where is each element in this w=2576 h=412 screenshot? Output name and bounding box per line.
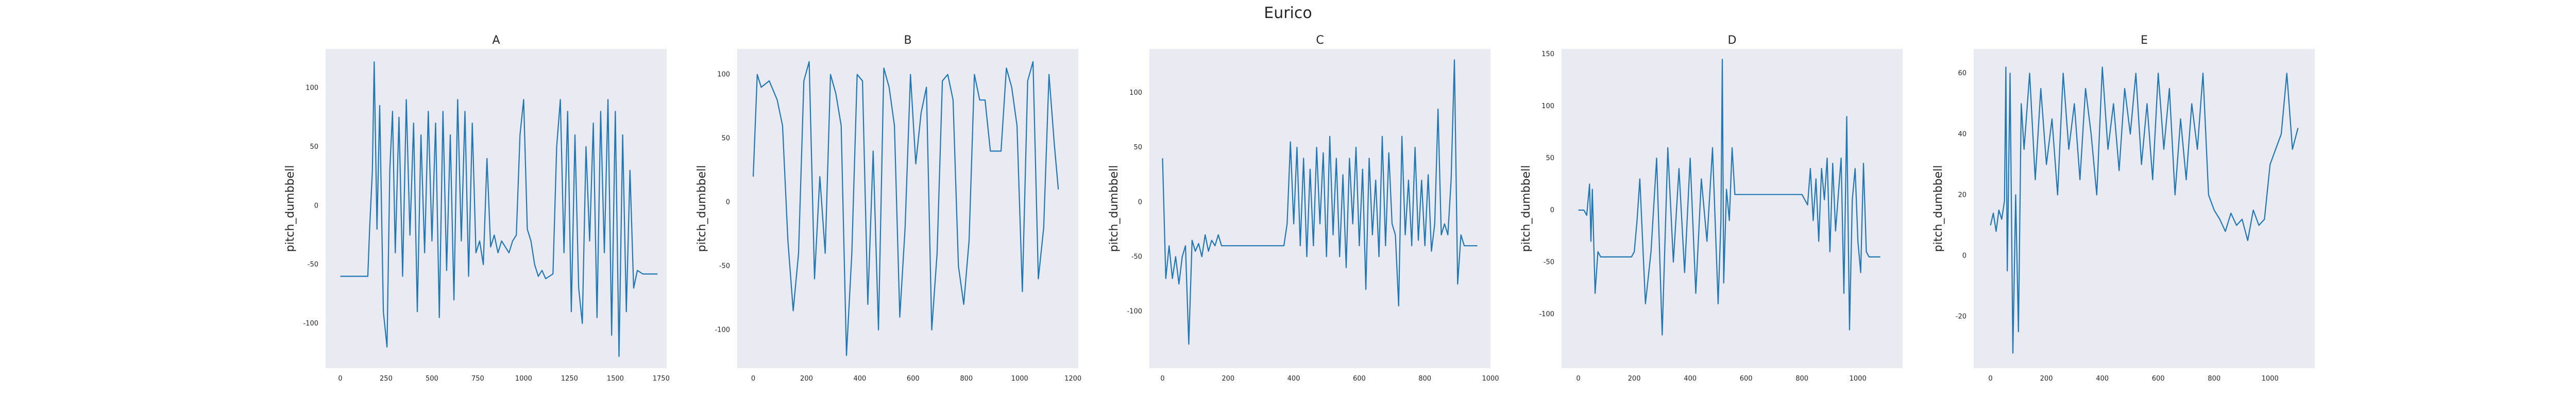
- x-tick-label: 800: [1418, 375, 1431, 383]
- x-tick-label: 1500: [607, 375, 624, 383]
- plot-area: [1149, 49, 1490, 368]
- y-tick-label: 40: [1958, 130, 1967, 138]
- x-tick-label: 400: [2096, 375, 2109, 383]
- series-line: [1578, 59, 1880, 336]
- y-tick-label: 0: [314, 202, 318, 210]
- y-tick-label: 20: [1958, 191, 1967, 199]
- x-tick-label: 800: [960, 375, 973, 383]
- y-axis-label: pitch_dumbbell: [1932, 165, 1945, 252]
- x-tick-label: 1000: [1850, 375, 1867, 383]
- y-axis-label: pitch_dumbbell: [1520, 165, 1533, 252]
- x-tick-label: 400: [1287, 375, 1300, 383]
- subplot-title: D: [1728, 34, 1737, 47]
- series-line: [752, 61, 1059, 356]
- y-tick-label: -50: [719, 263, 730, 270]
- y-tick-label: 50: [1133, 144, 1142, 151]
- subplot-title: E: [2141, 34, 2148, 47]
- y-tick-label: 150: [1541, 50, 1554, 58]
- y-tick-label: -100: [1127, 308, 1142, 316]
- y-tick-label: 100: [717, 71, 730, 79]
- figure-title: Eurico: [1264, 4, 1312, 22]
- y-tick-label: 60: [1958, 70, 1967, 77]
- y-tick-label: 0: [1962, 252, 1967, 260]
- x-tick-label: 1000: [1011, 375, 1028, 383]
- x-tick-label: 200: [2040, 375, 2053, 383]
- y-axis-label: pitch_dumbbell: [1108, 165, 1121, 252]
- series-line: [1162, 59, 1478, 345]
- x-tick-label: 400: [1684, 375, 1697, 383]
- y-tick-label: -50: [1131, 253, 1142, 261]
- x-tick-label: 750: [471, 375, 484, 383]
- plot-area: [1562, 49, 1903, 368]
- y-tick-label: 50: [310, 143, 318, 151]
- x-tick-label: 600: [907, 375, 920, 383]
- series-line: [340, 61, 658, 357]
- x-tick-label: 1000: [1482, 375, 1499, 383]
- plot-area: [737, 49, 1078, 368]
- y-tick-label: 100: [1541, 102, 1554, 110]
- x-tick-label: 500: [426, 375, 438, 383]
- x-tick-label: 800: [1795, 375, 1808, 383]
- y-axis-label: pitch_dumbbell: [284, 165, 297, 252]
- x-tick-label: 250: [380, 375, 393, 383]
- x-tick-label: 600: [2152, 375, 2165, 383]
- y-tick-label: -50: [1544, 259, 1554, 266]
- x-tick-label: 1250: [561, 375, 578, 383]
- y-tick-label: 0: [1138, 198, 1142, 206]
- x-tick-label: 0: [338, 375, 342, 383]
- x-tick-label: 200: [1628, 375, 1641, 383]
- y-axis-label: pitch_dumbbell: [696, 165, 708, 252]
- x-tick-label: 600: [1740, 375, 1753, 383]
- y-tick-label: 100: [1129, 89, 1142, 97]
- x-tick-label: 0: [751, 375, 755, 383]
- plot-area: [1974, 49, 2315, 368]
- y-tick-label: -100: [303, 320, 318, 328]
- subplot-title: B: [904, 34, 911, 47]
- x-tick-label: 1200: [1064, 375, 1081, 383]
- subplot-title: A: [492, 34, 500, 47]
- series-line: [1990, 66, 2299, 354]
- x-tick-label: 0: [1160, 375, 1164, 383]
- x-tick-label: 400: [853, 375, 866, 383]
- x-tick-label: 600: [1353, 375, 1366, 383]
- y-tick-label: 0: [726, 199, 730, 207]
- x-tick-label: 800: [2208, 375, 2221, 383]
- x-tick-label: 200: [800, 375, 813, 383]
- x-tick-label: 1750: [653, 375, 670, 383]
- y-tick-label: -100: [715, 327, 730, 334]
- y-tick-label: 0: [1550, 207, 1554, 214]
- y-tick-label: -20: [1956, 313, 1967, 321]
- subplot-title: C: [1316, 34, 1324, 47]
- x-tick-label: 0: [1988, 375, 1992, 383]
- x-tick-label: 200: [1222, 375, 1234, 383]
- x-tick-label: 1000: [515, 375, 532, 383]
- x-tick-label: 1000: [2262, 375, 2279, 383]
- y-tick-label: 100: [306, 84, 318, 92]
- y-tick-label: 50: [721, 135, 730, 143]
- x-tick-label: 0: [1576, 375, 1580, 383]
- y-tick-label: 50: [1546, 154, 1554, 162]
- y-tick-label: -100: [1539, 311, 1554, 318]
- y-tick-label: -50: [308, 261, 318, 269]
